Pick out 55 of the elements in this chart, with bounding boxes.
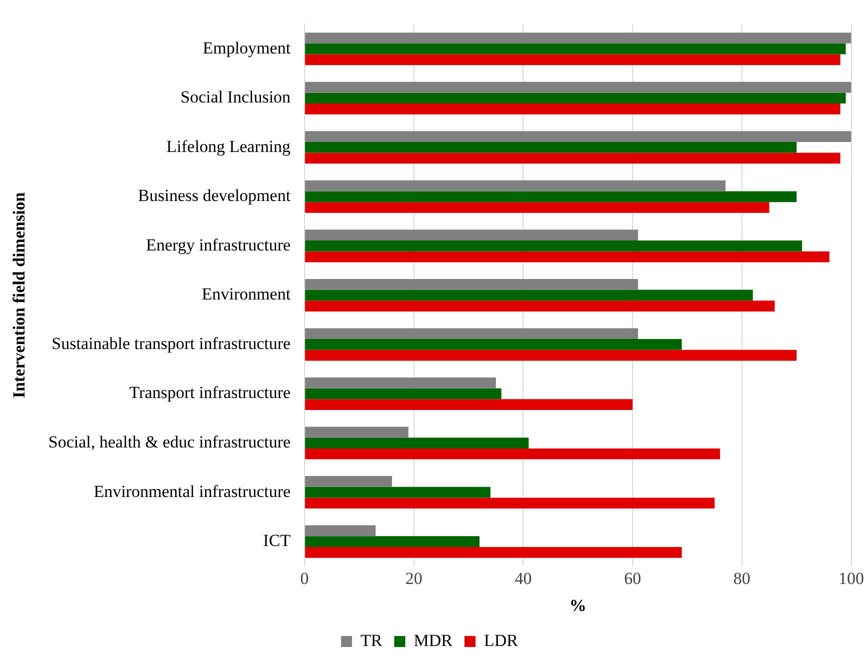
bar <box>305 525 376 536</box>
bar <box>305 191 797 202</box>
bar <box>305 152 840 164</box>
legend-label: LDR <box>484 630 519 650</box>
x-tick-label: 20 <box>405 568 422 588</box>
bar <box>305 438 529 448</box>
bar <box>305 350 797 361</box>
y-axis-title: Intervention field dimension <box>10 192 29 398</box>
legend-label: TR <box>360 630 383 650</box>
x-tick-label: 100 <box>838 568 864 588</box>
bar <box>305 498 715 509</box>
bar <box>305 448 720 460</box>
bar <box>305 536 480 547</box>
y-tick-label: Transport infrastructure <box>129 383 291 402</box>
bar <box>305 92 846 104</box>
y-tick-label: Business development <box>138 186 291 206</box>
bar <box>305 180 726 192</box>
bar <box>305 388 502 400</box>
bar <box>305 32 852 44</box>
y-tick-label: Employment <box>202 38 291 58</box>
y-tick-label: ICT <box>263 531 292 550</box>
bar <box>305 546 682 558</box>
bar <box>305 399 633 410</box>
x-tick-label: 60 <box>624 568 642 588</box>
y-tick-label: Energy infrastructure <box>146 235 291 254</box>
bar <box>305 230 638 241</box>
bar <box>305 328 638 340</box>
bar <box>305 43 846 54</box>
y-tick-label: Social Inclusion <box>180 88 292 107</box>
y-tick-label: Environmental infrastructure <box>94 482 291 501</box>
bar <box>305 486 490 498</box>
x-tick-label: 0 <box>300 568 309 588</box>
y-tick-label: Sustainable transport infrastructure <box>52 334 291 353</box>
bar <box>305 104 840 114</box>
y-tick-label: Social, health & educ infrastructure <box>48 432 291 452</box>
bar <box>305 54 840 66</box>
y-tick-label: Environment <box>202 284 291 304</box>
bar <box>305 240 802 252</box>
bar <box>305 339 682 350</box>
bar <box>305 278 638 290</box>
x-tick-label: 40 <box>514 568 532 588</box>
bar <box>305 300 775 312</box>
bar <box>305 476 392 487</box>
bar <box>305 131 852 142</box>
x-tick-label: 80 <box>733 568 750 588</box>
bar <box>305 142 797 153</box>
bar <box>305 251 830 262</box>
bar <box>305 290 753 301</box>
legend-label: MDR <box>414 630 454 650</box>
y-tick-label: Lifelong Learning <box>166 136 292 156</box>
bar <box>305 377 496 388</box>
bar <box>305 82 852 93</box>
bar <box>305 202 770 213</box>
x-axis-title: % <box>569 596 586 616</box>
bar <box>305 426 408 438</box>
